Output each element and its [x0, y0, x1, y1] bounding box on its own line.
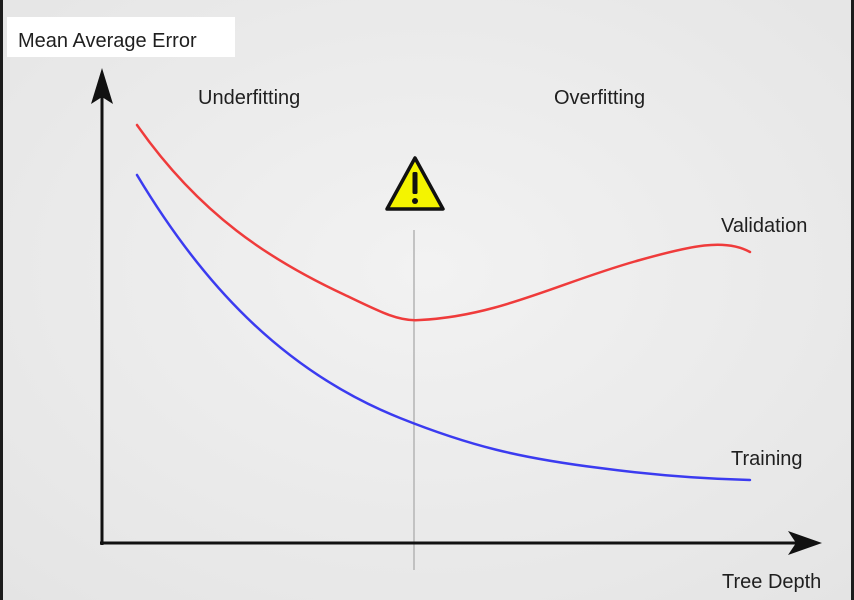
validation-label: Validation [721, 215, 807, 237]
x-axis-label: Tree Depth [722, 571, 821, 593]
overfitting-label: Overfitting [554, 87, 645, 109]
diagram-panel [3, 0, 851, 600]
training-label: Training [731, 448, 803, 470]
y-axis-label: Mean Average Error [18, 30, 197, 52]
y-axis-arrow-icon [91, 68, 113, 104]
x-axis-arrow-icon [788, 531, 822, 555]
underfitting-label: Underfitting [198, 87, 300, 109]
warning-triangle-icon [385, 156, 445, 211]
y-axis-label-box [7, 17, 235, 57]
training-curve [135, 173, 752, 482]
validation-curve [135, 123, 752, 322]
